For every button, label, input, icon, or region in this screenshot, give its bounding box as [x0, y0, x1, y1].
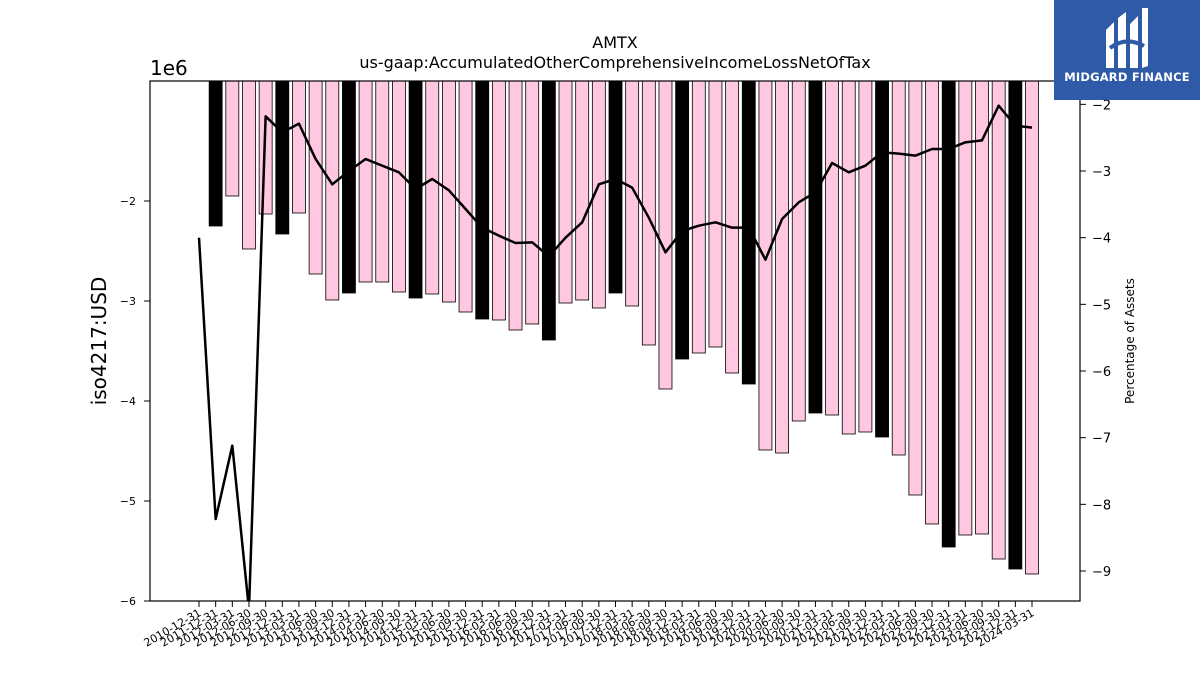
bar	[608, 80, 623, 294]
bar	[741, 80, 756, 385]
y2-tick-label: −3	[1092, 165, 1111, 180]
bar	[325, 80, 340, 301]
bar	[342, 80, 356, 294]
bar	[791, 80, 806, 422]
bar	[308, 80, 323, 275]
bar	[425, 80, 440, 295]
y-tick-label: −3	[120, 295, 136, 308]
bar	[891, 80, 906, 456]
y2-axis-label: Percentage of Assets	[1123, 278, 1137, 404]
y-tick-label: −5	[120, 495, 136, 508]
bar	[292, 80, 306, 214]
y2-tick-label: −4	[1092, 232, 1111, 247]
bar	[841, 80, 856, 435]
bar	[975, 80, 989, 535]
bar	[575, 80, 590, 301]
y2-tick-label: −8	[1092, 498, 1111, 513]
bar	[541, 80, 556, 341]
bar	[458, 80, 473, 313]
bar	[691, 80, 706, 354]
bar	[925, 80, 939, 525]
logo: MIDGARD FINANCE	[1054, 0, 1200, 100]
bar	[225, 80, 240, 197]
bar	[758, 80, 773, 451]
bar	[1025, 80, 1039, 575]
y2-tick-label: −6	[1092, 365, 1111, 380]
bar	[875, 80, 889, 438]
percentage-line	[197, 104, 1033, 601]
y2-tick-label: −2	[1092, 98, 1111, 113]
bar	[675, 80, 690, 360]
bar	[641, 80, 656, 346]
bar	[775, 80, 789, 454]
y2-tick-label: −5	[1092, 298, 1111, 313]
bar	[475, 80, 490, 320]
bar	[708, 80, 723, 348]
bar	[358, 80, 373, 283]
y2-tick-label: −7	[1092, 432, 1111, 447]
bar-group	[208, 80, 1039, 575]
logo-mark-icon	[1106, 8, 1148, 68]
chart-title: AMTX	[592, 33, 638, 52]
y-multiplier: 1e6	[150, 56, 188, 80]
y-tick-label: −2	[120, 195, 136, 208]
bar	[958, 80, 973, 536]
bar	[508, 80, 523, 331]
y-tick-label: −6	[120, 595, 136, 608]
y-tick-label: −4	[120, 395, 136, 408]
bar	[242, 80, 256, 250]
bar	[525, 80, 540, 325]
x-axis: 2010-12-312011-12-312012-03-312012-06-30…	[142, 601, 1037, 650]
bar	[658, 80, 673, 390]
bar	[858, 80, 873, 433]
chart-subtitle: us-gaap:AccumulatedOtherComprehensiveInc…	[359, 53, 870, 72]
left-axis: −2 −3 −4 −5 −6	[120, 195, 150, 608]
bar	[491, 80, 506, 321]
y-axis-label: iso4217:USD	[87, 277, 111, 406]
bar	[808, 80, 823, 414]
bar	[825, 80, 839, 416]
bar	[392, 80, 406, 293]
bar	[908, 80, 923, 496]
bar	[1008, 80, 1023, 570]
bar	[941, 80, 956, 548]
bar	[375, 80, 390, 283]
bar	[208, 80, 223, 227]
bar	[558, 80, 573, 304]
bar	[991, 80, 1006, 560]
y2-tick-label: −9	[1092, 565, 1111, 580]
bar	[275, 80, 290, 235]
right-axis: −2 −3 −4 −5 −6 −7 −8 −9	[1080, 98, 1111, 580]
logo-text: MIDGARD FINANCE	[1064, 70, 1190, 84]
